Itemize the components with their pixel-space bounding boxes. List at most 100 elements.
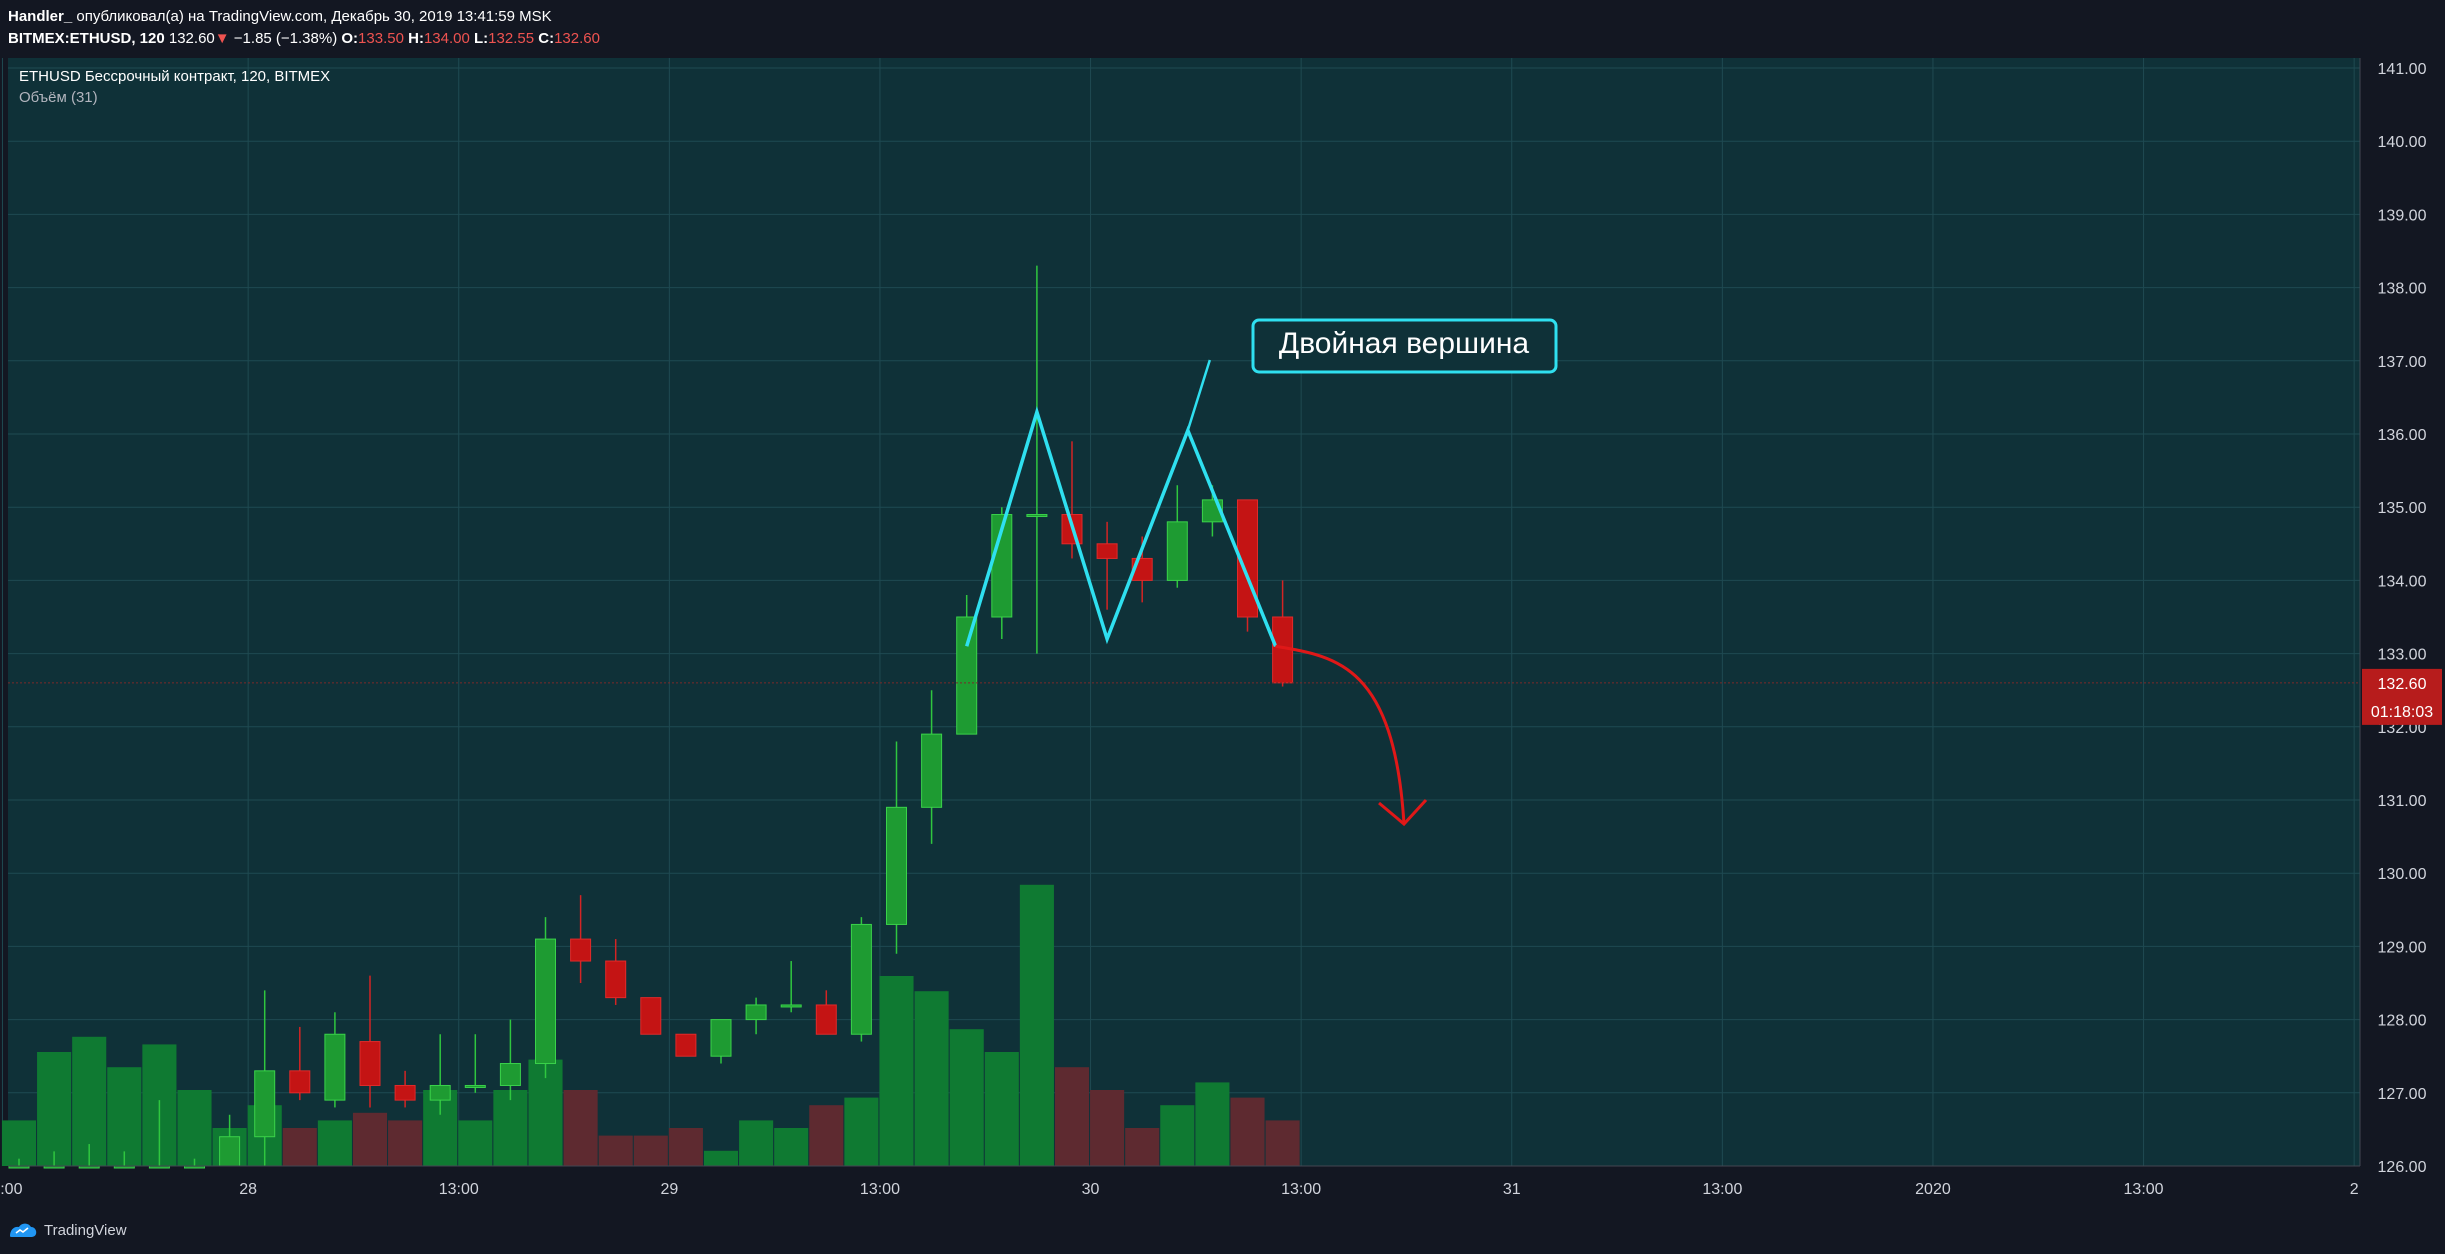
- volume-bar: [37, 1052, 72, 1166]
- low-value: 132.55: [488, 30, 535, 47]
- time-tick-label: 13:00: [0, 1181, 23, 1198]
- candle-body: [429, 1084, 451, 1101]
- price-tick-label: 131.00: [2378, 793, 2427, 810]
- time-axis[interactable]: 13:00 28 13:00 29 13:00 30 13:00 31 13:00 2020 13:…: [0, 1181, 2359, 1198]
- double-top-callout[interactable]: Двойная вершина: [1251, 318, 1558, 374]
- volume-bar: [177, 1090, 212, 1166]
- callout-label: Двойная вершина: [1279, 327, 1530, 360]
- price-tick-label: 141.00: [2378, 61, 2427, 78]
- price-tick-label: 133.00: [2378, 647, 2427, 664]
- price-tick-label: 136.00: [2378, 427, 2427, 444]
- open-value: 133.50: [358, 30, 404, 47]
- badge-background: [2362, 668, 2442, 725]
- candle-body: [605, 960, 627, 999]
- arrow-head-icon: [1378, 798, 1428, 827]
- double-top-line[interactable]: [965, 406, 1278, 647]
- arrow-curve[interactable]: [1275, 644, 1406, 825]
- volume-bar: [1125, 1128, 1160, 1166]
- volume-bar: [1, 1120, 37, 1166]
- candle-body: [394, 1084, 416, 1101]
- volume-bar: [633, 1135, 668, 1166]
- candle-body: [710, 1019, 732, 1057]
- candle-body: [780, 1004, 802, 1008]
- price-tick-label: 130.00: [2378, 866, 2427, 883]
- volume-bar: [844, 1097, 879, 1166]
- volume-bar: [598, 1135, 633, 1166]
- candle-body: [956, 616, 978, 735]
- candle-body: [1096, 543, 1118, 559]
- callout-box[interactable]: [1251, 318, 1558, 374]
- last-price-badge: 132.60 01:18:03: [2362, 668, 2442, 725]
- volume-bar: [668, 1128, 703, 1166]
- candle-body: [745, 1004, 767, 1021]
- close-value: 132.60: [554, 30, 600, 47]
- volume-bar: [914, 991, 949, 1166]
- price-tick-label: 139.00: [2378, 207, 2427, 224]
- time-tick-label: 13:00: [2124, 1181, 2164, 1198]
- time-tick-label: 29: [660, 1181, 678, 1198]
- callout-pointer: [1186, 359, 1212, 431]
- tradingview-logo-icon[interactable]: [8, 1220, 38, 1240]
- price-tick-label: 129.00: [2378, 939, 2427, 956]
- price-axis[interactable]: 141.00 140.00 139.00 138.00 137.00 136.00 135.…: [2378, 61, 2427, 1176]
- price-tick-label: 140.00: [2378, 134, 2427, 151]
- candle-body: [921, 733, 943, 808]
- price-tick-label: 138.00: [2378, 281, 2427, 298]
- time-tick-label: 31: [1503, 1181, 1521, 1198]
- candle-body: [499, 1063, 521, 1086]
- volume-bar: [317, 1120, 352, 1166]
- volume-bar: [1195, 1082, 1230, 1166]
- time-tick-label: 13:00: [1281, 1181, 1321, 1198]
- plot-area[interactable]: [8, 58, 2360, 1166]
- candle-body: [1166, 521, 1188, 581]
- candle-body: [640, 997, 662, 1035]
- price-tick-label: 137.00: [2378, 354, 2427, 371]
- price-tick-label: 127.00: [2378, 1086, 2427, 1103]
- candle-body: [289, 1070, 311, 1094]
- time-tick-label: 13:00: [860, 1181, 900, 1198]
- volume-bar: [1019, 884, 1054, 1166]
- volume-bar: [1265, 1120, 1300, 1166]
- candle-body: [535, 938, 556, 1065]
- brand-name[interactable]: TradingView: [44, 1221, 127, 1239]
- forecast-arrow[interactable]: [1275, 644, 1428, 827]
- candle-body: [570, 938, 592, 962]
- volume-bar: [984, 1052, 1019, 1166]
- time-tick-label: 2020: [1915, 1181, 1951, 1198]
- price-change: −1.85 (−1.38%): [233, 30, 338, 47]
- chart-header: Handler_ опубликовал(а) на TradingView.c…: [8, 6, 2428, 50]
- volume-bar: [1054, 1067, 1090, 1166]
- candle-body: [1026, 514, 1048, 518]
- price-tick-label: 126.00: [2378, 1159, 2427, 1176]
- time-tick-label: 30: [1082, 1181, 1100, 1198]
- candle-body: [359, 1041, 381, 1086]
- volume-bar: [809, 1105, 844, 1166]
- volume-bar: [282, 1128, 317, 1166]
- footer: TradingView: [8, 1218, 127, 1242]
- candle-body: [254, 1070, 276, 1138]
- time-tick-label: 13:00: [1702, 1181, 1742, 1198]
- open-label: O:: [341, 30, 359, 47]
- volume-bar: [458, 1120, 493, 1166]
- symbol-label[interactable]: BITMEX:ETHUSD, 120: [8, 30, 165, 47]
- volume-bar: [1090, 1090, 1125, 1166]
- volume-bar: [388, 1120, 423, 1166]
- candle-body: [675, 1033, 697, 1057]
- time-tick-label: 28: [239, 1181, 257, 1198]
- volume-bar: [493, 1090, 528, 1166]
- author-name[interactable]: Handler_: [8, 8, 73, 25]
- time-tick-label: 2: [2350, 1181, 2359, 1198]
- candle-body: [219, 1136, 241, 1167]
- volume-bar: [563, 1090, 598, 1166]
- double-top-pattern[interactable]: [965, 359, 1278, 647]
- close-label: C:: [538, 30, 555, 47]
- published-text: опубликовал(а) на TradingView.com, Декаб…: [76, 8, 552, 25]
- volume-bars: [1, 884, 1300, 1166]
- volume-bar: [703, 1150, 739, 1166]
- candle-body: [324, 1033, 346, 1101]
- time-tick-label: 13:00: [439, 1181, 479, 1198]
- price-tick-label: 135.00: [2378, 500, 2427, 517]
- badge-countdown: 01:18:03: [2371, 704, 2433, 721]
- candle-body: [464, 1084, 486, 1088]
